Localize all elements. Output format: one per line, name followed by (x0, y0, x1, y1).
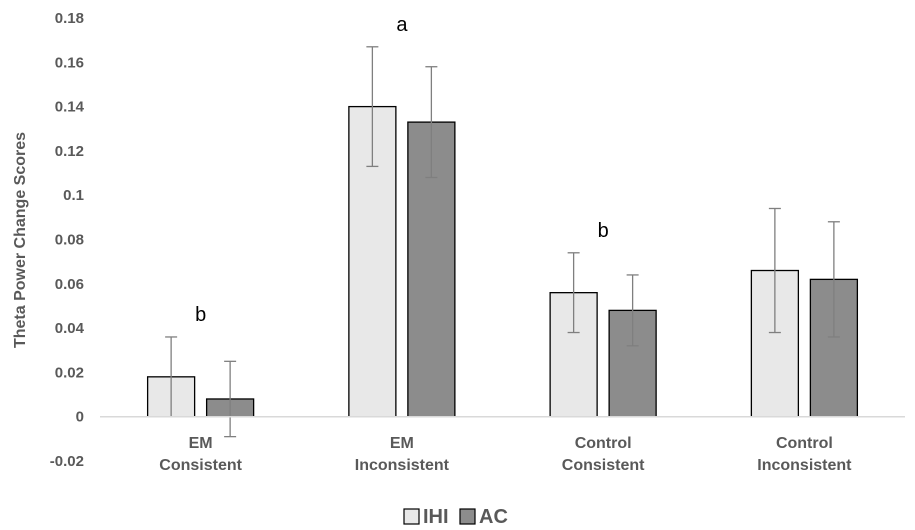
y-tick-label: 0.08 (55, 232, 84, 249)
x-category-label: Control (776, 435, 833, 452)
y-tick-label: 0 (76, 409, 84, 426)
y-axis-label: Theta Power Change Scores (12, 132, 29, 348)
y-tick-label: 0.02 (55, 364, 84, 381)
legend-swatch-ac (459, 508, 476, 525)
legend: IHI AC (403, 506, 508, 528)
x-category-label: Inconsistent (355, 457, 450, 474)
y-tick-label: 0.12 (55, 143, 84, 160)
error-bars (165, 46, 840, 438)
y-tick-label: 0.06 (55, 276, 84, 293)
legend-label-ac: AC (479, 506, 508, 528)
y-tick-label: 0.04 (55, 320, 85, 337)
x-category-label: Consistent (159, 457, 242, 474)
y-tick-label: 0.18 (55, 10, 84, 27)
x-category-label: Inconsistent (757, 457, 852, 474)
y-axis-ticks: -0.02 0 0.02 0.04 0.06 0.08 0.1 0.12 0.14 0.16 0.1… (50, 10, 85, 470)
x-category-label: Control (575, 435, 632, 452)
x-axis-labels: EM Consistent EM Inconsistent Control Consist… (159, 435, 852, 474)
legend-swatch-ihi (403, 508, 420, 525)
x-category-label: Consistent (562, 457, 645, 474)
x-category-label: EM (189, 435, 213, 452)
x-category-label: EM (390, 435, 414, 452)
legend-label-ihi: IHI (423, 506, 449, 528)
significance-letter: b (598, 220, 609, 242)
annotations: b a b (195, 14, 609, 326)
significance-letter: a (396, 14, 408, 36)
y-tick-label: 0.16 (55, 54, 84, 71)
significance-letter: b (195, 304, 206, 326)
y-tick-label: -0.02 (50, 453, 84, 470)
y-tick-label: 0.1 (63, 187, 84, 204)
bars (146, 105, 859, 418)
y-tick-label: 0.14 (55, 99, 85, 116)
